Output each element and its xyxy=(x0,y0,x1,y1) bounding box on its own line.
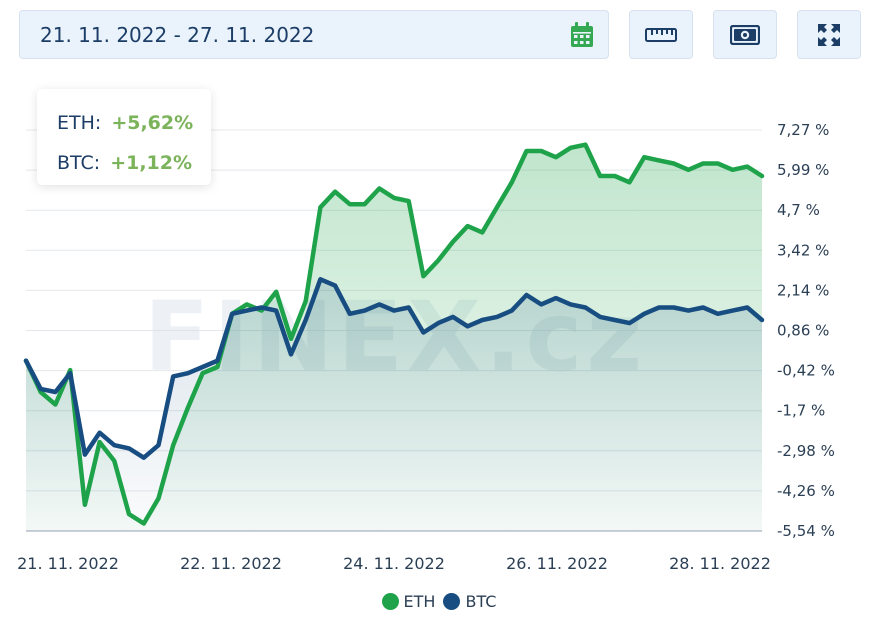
y-tick-label: -1,7 % xyxy=(777,402,825,420)
legend-label: BTC xyxy=(465,592,497,611)
y-tick-label: 2,14 % xyxy=(777,281,829,299)
banknote-icon xyxy=(730,24,760,45)
date-range-value: 21. 11. 2022 - 27. 11. 2022 xyxy=(40,22,315,47)
tooltip-value: +5,62% xyxy=(111,112,194,134)
y-tick-label: -4,26 % xyxy=(777,482,835,500)
tooltip-label: ETH: xyxy=(57,112,102,134)
x-tick-label: 21. 11. 2022 xyxy=(17,554,119,573)
ruler-button[interactable] xyxy=(629,10,693,59)
y-tick-label: 4,7 % xyxy=(777,201,820,219)
tooltip-row-btc: BTC: +1,12% xyxy=(57,143,211,183)
x-tick-label: 24. 11. 2022 xyxy=(343,554,445,573)
date-range-input[interactable]: 21. 11. 2022 - 27. 11. 2022 xyxy=(19,10,609,59)
legend-dot xyxy=(443,593,461,610)
series-line-btc xyxy=(23,277,765,460)
calendar-icon[interactable] xyxy=(570,22,594,48)
chart-legend: ETH BTC xyxy=(0,592,878,611)
legend-label: ETH xyxy=(403,592,436,611)
y-tick-label: 3,42 % xyxy=(777,241,829,259)
ruler-icon xyxy=(645,27,677,42)
currency-button[interactable] xyxy=(713,10,777,59)
y-tick-label: -2,98 % xyxy=(777,442,835,460)
tooltip-value: +1,12% xyxy=(110,152,193,174)
y-tick-label: -0,42 % xyxy=(777,362,835,380)
x-tick-label: 22. 11. 2022 xyxy=(180,554,282,573)
fullscreen-icon xyxy=(818,23,840,46)
series-area-btc xyxy=(26,279,762,531)
series-line-eth xyxy=(23,142,765,526)
value-tooltip: ETH: +5,62% BTC: +1,12% xyxy=(37,89,211,185)
y-tick-label: 7,27 % xyxy=(777,121,829,139)
fullscreen-button[interactable] xyxy=(797,10,861,59)
x-tick-label: 26. 11. 2022 xyxy=(506,554,608,573)
tooltip-label: BTC: xyxy=(57,152,101,174)
x-tick-label: 28. 11. 2022 xyxy=(669,554,771,573)
y-tick-label: -5,54 % xyxy=(777,522,835,540)
y-tick-label: 5,99 % xyxy=(777,161,829,179)
legend-item-btc[interactable]: BTC xyxy=(443,592,496,611)
tooltip-row-eth: ETH: +5,62% xyxy=(57,103,211,143)
price-chart: 7,27 % 5,99 % 4,7 % 3,42 % 2,14 % 0,86 % -0,42… xyxy=(17,121,835,573)
y-tick-label: 0,86 % xyxy=(777,322,829,340)
legend-dot xyxy=(381,593,399,610)
legend-item-eth[interactable]: ETH xyxy=(381,592,436,611)
